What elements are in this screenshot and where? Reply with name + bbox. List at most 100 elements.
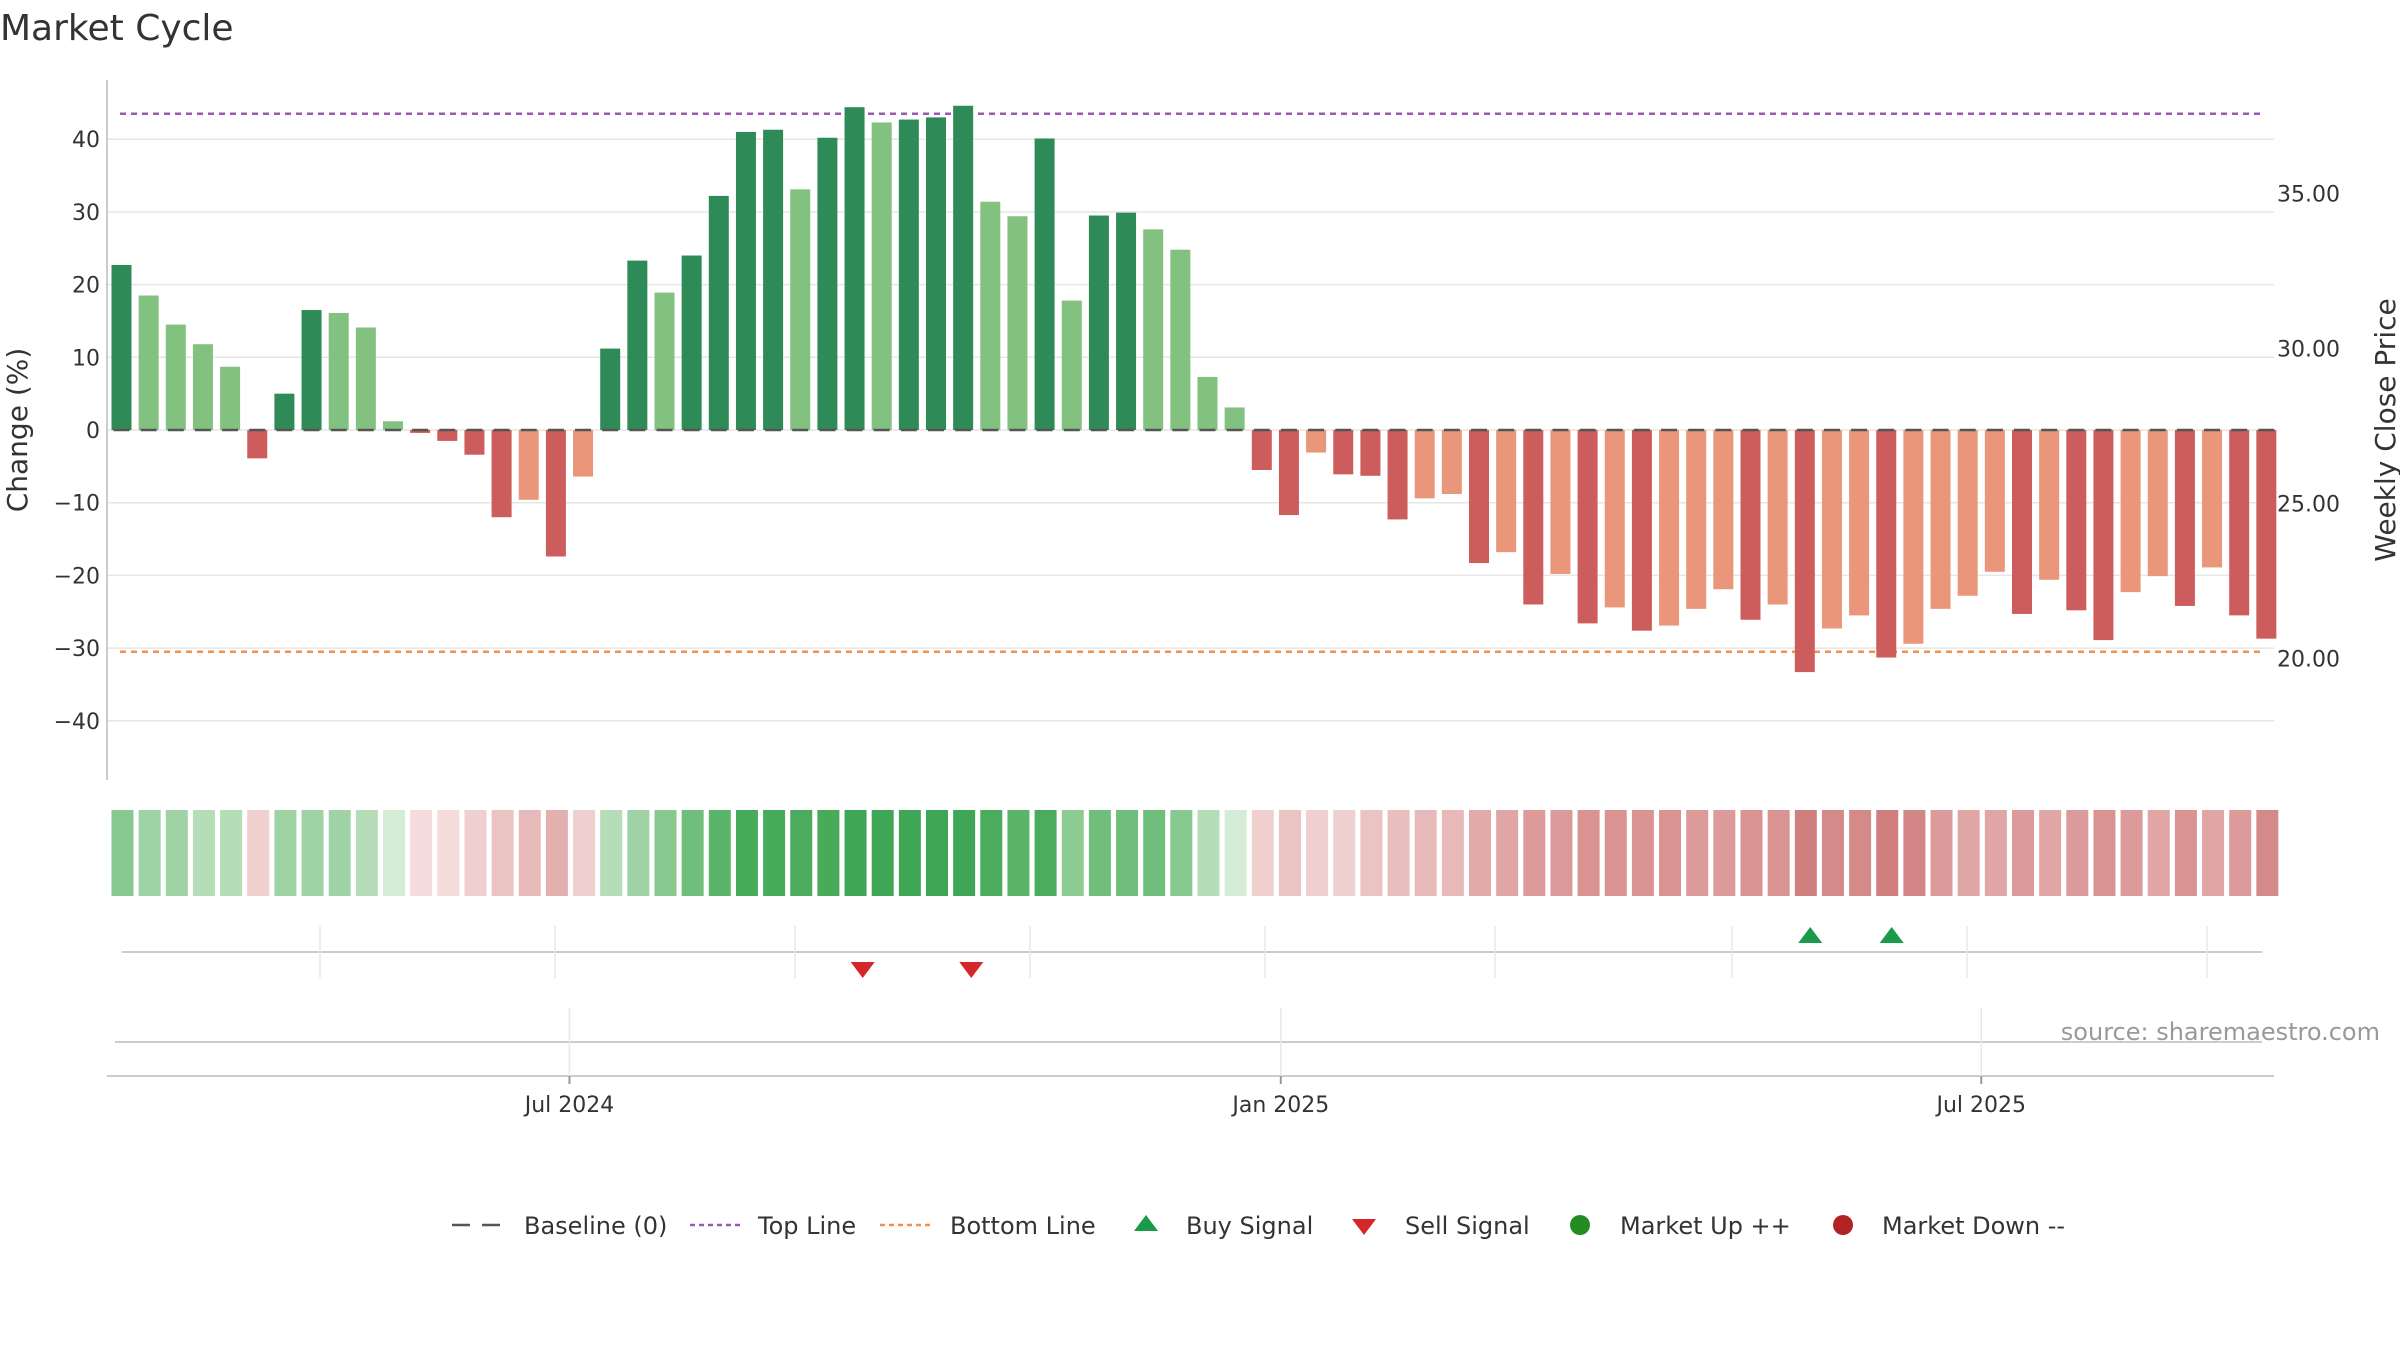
bar [926,117,946,430]
heat-cell [1550,810,1573,896]
heat-cell [735,810,758,896]
bar [1251,430,1272,470]
bar [1007,216,1028,430]
bar [1496,430,1517,553]
x-tick-label: Jan 2025 [1230,1093,1329,1118]
heat-cell [1740,810,1763,896]
legend-label: Market Down -- [1882,1212,2065,1240]
heat-cell [2202,810,2225,896]
y-tick-label: 30 [72,201,100,226]
sell-signal-marker [850,962,875,978]
bar [2066,430,2087,611]
bar [1061,300,1082,430]
bar [681,255,702,430]
y-axis-left-label: Change (%) [1,348,34,513]
sell-signal-marker [959,962,984,978]
heat-cell [2147,810,2170,896]
signal-markers [850,927,1904,978]
chart-title: Market Cycle [0,8,234,49]
legend-swatch [1352,1219,1376,1235]
heat-cell [328,810,351,896]
bar [627,260,648,430]
heat-cell [1360,810,1383,896]
heat-cell [518,810,541,896]
y-axis-right-ticks: 20.00 25.00 30.00 35.00 [2277,182,2340,672]
legend-item-top: Top Line [690,1212,856,1240]
bar [763,129,784,430]
heat-cell [1143,810,1166,896]
bar [1821,430,1842,629]
legend-swatch [1833,1215,1853,1235]
heat-cell [1957,810,1980,896]
bar [1360,430,1381,476]
bar [817,137,838,430]
bar [1604,430,1625,608]
y-right-tick-label: 30.00 [2277,337,2340,362]
bar [1903,430,1924,644]
heat-cell [1170,810,1193,896]
heat-cell [1794,810,1817,896]
heat-cell [1414,810,1437,896]
bar [898,119,919,431]
bar [1740,430,1761,620]
legend: Baseline (0) Top Line Bottom Line Buy Signa… [452,1212,2065,1240]
bar [1143,229,1164,430]
heat-cell [410,810,433,896]
bar [2256,430,2277,639]
heat-cell [708,810,731,896]
legend-item-bottom: Bottom Line [880,1212,1096,1240]
y-tick-label: 0 [86,419,100,444]
heat-cell [1903,810,1926,896]
y-tick-label: −10 [54,492,100,517]
heat-cell [1197,810,1220,896]
bar [2120,430,2141,593]
bar [1387,430,1408,520]
heat-cell [871,810,894,896]
heat-cell [654,810,677,896]
bar [165,324,186,430]
heat-cell [355,810,378,896]
heat-strip [111,810,2279,896]
bar [573,430,594,477]
bar [980,201,1001,430]
bar [1957,430,1978,596]
bar [138,295,159,430]
y-axis-left-ticks: −40 −30 −20 −10 0 10 20 30 40 [54,128,100,735]
legend-label: Market Up ++ [1620,1212,1791,1240]
legend-label: Baseline (0) [524,1212,667,1240]
legend-item-buy: Buy Signal [1134,1212,1313,1240]
bar [1469,430,1489,564]
heat-cell [1333,810,1356,896]
bar-series [111,105,2277,673]
legend-label: Top Line [757,1212,856,1240]
heat-cell [2120,810,2143,896]
heat-cell [491,810,514,896]
signal-panel [122,926,2262,978]
y-tick-label: 40 [72,128,100,153]
heat-cell [1686,810,1709,896]
bar [1713,430,1734,590]
heat-cell [545,810,568,896]
bar [790,189,811,430]
bar [2147,430,2168,577]
bar [600,348,621,430]
bar [1794,430,1815,673]
bar [301,310,322,430]
y-tick-label: −30 [54,637,100,662]
bar [1116,212,1137,430]
heat-cell [165,810,188,896]
heat-cell [681,810,704,896]
y-tick-label: 20 [72,274,100,299]
y-tick-label: 10 [72,346,100,371]
heat-cell [2012,810,2034,896]
bar [247,430,268,459]
legend-label: Sell Signal [1405,1212,1530,1240]
bar [1278,430,1299,516]
bar [383,421,403,430]
heat-cell [274,810,297,896]
legend-item-baseline: Baseline (0) [452,1212,667,1240]
bar [1197,376,1218,430]
bar [1306,430,1327,453]
bar [871,122,892,430]
